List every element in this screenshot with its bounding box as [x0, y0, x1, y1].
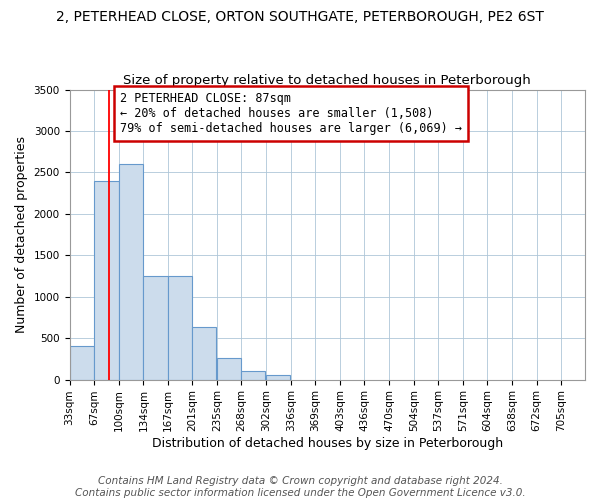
- Bar: [119, 164, 143, 380]
- Y-axis label: Number of detached properties: Number of detached properties: [15, 136, 28, 333]
- Bar: [266, 375, 290, 380]
- Bar: [143, 276, 167, 380]
- Text: 2, PETERHEAD CLOSE, ORTON SOUTHGATE, PETERBOROUGH, PE2 6ST: 2, PETERHEAD CLOSE, ORTON SOUTHGATE, PET…: [56, 10, 544, 24]
- Bar: [70, 346, 94, 380]
- Bar: [167, 276, 191, 380]
- X-axis label: Distribution of detached houses by size in Peterborough: Distribution of detached houses by size …: [152, 437, 503, 450]
- Bar: [217, 358, 241, 380]
- Text: Contains HM Land Registry data © Crown copyright and database right 2024.
Contai: Contains HM Land Registry data © Crown c…: [74, 476, 526, 498]
- Bar: [241, 372, 265, 380]
- Title: Size of property relative to detached houses in Peterborough: Size of property relative to detached ho…: [124, 74, 531, 87]
- Text: 2 PETERHEAD CLOSE: 87sqm
← 20% of detached houses are smaller (1,508)
79% of sem: 2 PETERHEAD CLOSE: 87sqm ← 20% of detach…: [120, 92, 462, 135]
- Bar: [193, 326, 217, 380]
- Bar: [94, 180, 119, 380]
